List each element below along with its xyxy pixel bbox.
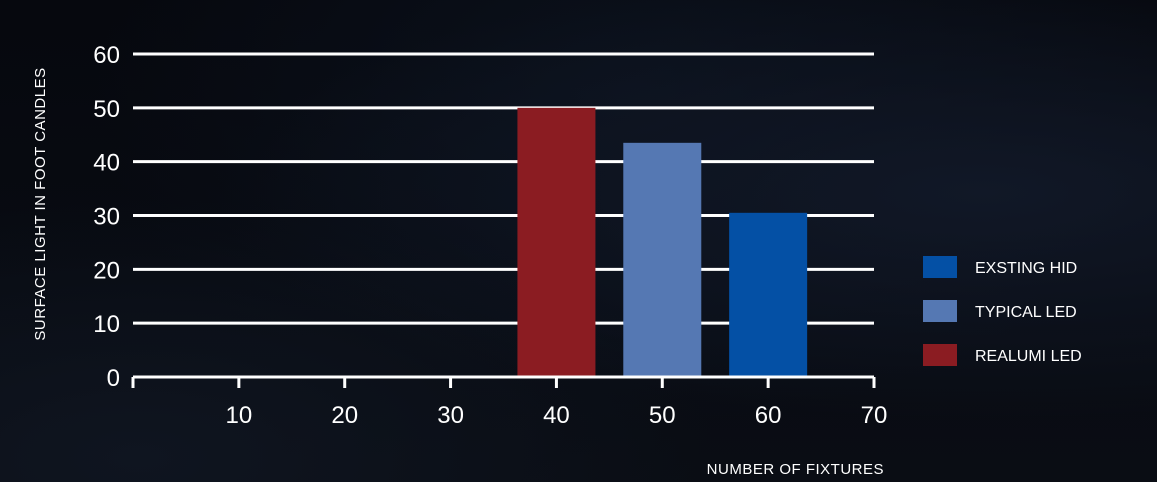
x-tick-label: 60	[755, 402, 782, 429]
x-axis	[131, 375, 876, 388]
y-tick-label: 30	[93, 204, 120, 231]
x-tick-label: 40	[543, 402, 570, 429]
bar	[729, 212, 808, 377]
x-tick-label: 20	[331, 402, 358, 429]
x-tick-label: 10	[226, 402, 253, 429]
y-tick-label: 0	[107, 365, 120, 392]
legend-swatch	[923, 300, 957, 322]
y-axis-title: SURFACE LIGHT IN FOOT CANDLES	[32, 67, 49, 340]
bar	[517, 107, 596, 377]
y-tick-label: 60	[93, 42, 120, 69]
y-tick-label: 40	[93, 150, 120, 177]
x-tick-label: 50	[649, 402, 676, 429]
y-tick-label: 20	[93, 257, 120, 284]
bar	[623, 142, 702, 377]
x-axis-title: NUMBER OF FIXTURES	[707, 461, 884, 478]
legend-label: EXSTING HID	[975, 260, 1077, 277]
legend-swatch	[923, 344, 957, 366]
legend-label: TYPICAL LED	[975, 304, 1077, 321]
x-tick-labels: 10 20 30 40 50 60 70	[226, 402, 888, 429]
legend: EXSTING HID TYPICAL LED REALUMI LED	[923, 256, 1082, 366]
bars	[517, 107, 808, 377]
y-tick-label: 10	[93, 311, 120, 338]
y-tick-label: 50	[93, 96, 120, 123]
x-tick-label: 70	[861, 402, 888, 429]
legend-swatch	[923, 256, 957, 278]
legend-label: REALUMI LED	[975, 348, 1082, 365]
y-tick-labels: 0 10 20 30 40 50 60	[93, 42, 120, 392]
x-tick-label: 30	[437, 402, 464, 429]
